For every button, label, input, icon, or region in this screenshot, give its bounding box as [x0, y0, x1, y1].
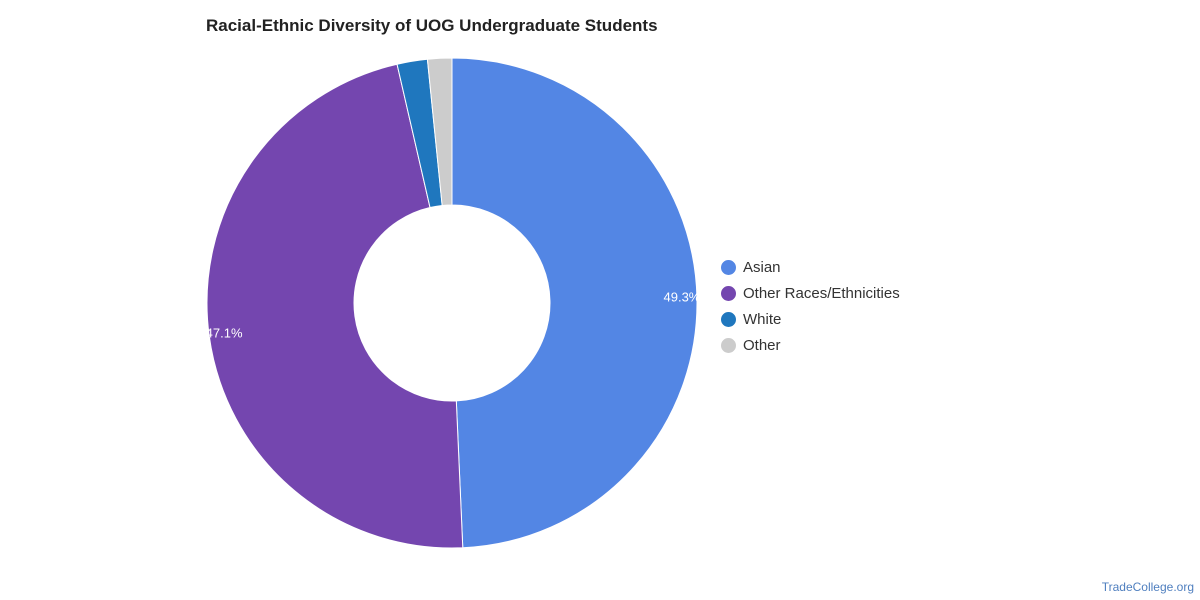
legend-label: Other: [743, 336, 781, 354]
slice-asian[interactable]: [451, 57, 698, 549]
legend-item-asian[interactable]: Asian: [721, 254, 900, 280]
legend-swatch: [721, 285, 736, 301]
slice-other-races-ethnicities[interactable]: [206, 63, 464, 549]
donut-slices: [206, 57, 698, 549]
legend-label: Other Races/Ethnicities: [743, 284, 900, 302]
source-credit[interactable]: TradeCollege.org: [1101, 580, 1194, 594]
chart-title: Racial-Ethnic Diversity of UOG Undergrad…: [206, 16, 658, 35]
legend-item-other-races-ethnicities[interactable]: Other Races/Ethnicities: [721, 280, 900, 306]
chart-legend: Asian Other Races/Ethnicities White Other: [721, 254, 900, 358]
legend-item-other[interactable]: Other: [721, 332, 900, 358]
legend-swatch: [721, 337, 736, 353]
legend-label: Asian: [743, 258, 781, 276]
data-label-asian: 49.3%: [664, 289, 701, 304]
legend-label: White: [743, 310, 782, 328]
legend-swatch: [721, 259, 736, 275]
donut-data-labels: 49.3% 47.1%: [206, 289, 701, 340]
legend-item-white[interactable]: White: [721, 306, 900, 332]
slice-other[interactable]: [426, 57, 453, 207]
legend-swatch: [721, 311, 736, 327]
data-label-other-races-ethnicities: 47.1%: [206, 325, 243, 340]
